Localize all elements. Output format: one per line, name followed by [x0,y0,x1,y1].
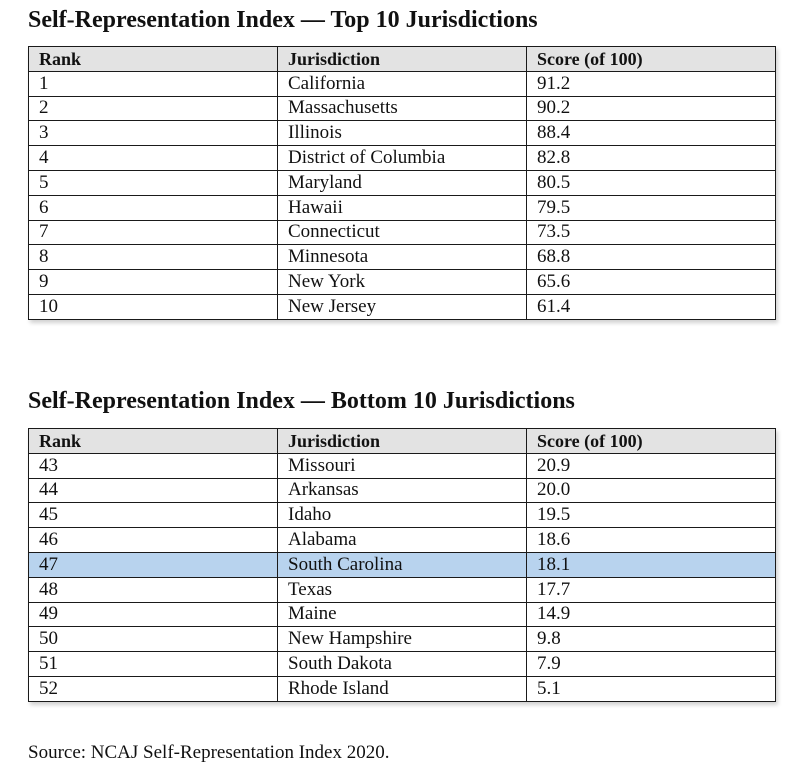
jurisdiction-cell: New York [277,269,527,295]
table-row: 8 Minnesota 68.8 [28,244,776,271]
score-column-header: Score (of 100) [526,428,776,454]
table-row: 3 Illinois 88.4 [28,120,776,147]
rank-column-header: Rank [28,46,278,72]
jurisdiction-cell: Connecticut [277,219,527,246]
rank-cell: 43 [28,452,278,479]
score-cell: 17.7 [526,576,776,603]
table-row: 51 South Dakota 7.9 [28,651,776,677]
table-row: 10 New Jersey 61.4 [28,293,776,320]
score-cell: 88.4 [526,120,776,147]
table-row: 43 Missouri 20.9 [28,452,776,479]
rank-cell: 2 [28,95,278,122]
score-cell: 82.8 [526,145,776,171]
score-cell: 18.1 [526,551,776,578]
jurisdiction-cell: Alabama [277,527,527,553]
source-note: Source: NCAJ Self-Representation Index 2… [28,742,390,763]
top-jurisdictions-table: Rank Jurisdiction Score (of 100) 1 Califo… [28,46,776,320]
score-cell: 18.6 [526,527,776,553]
rank-cell: 44 [28,477,278,504]
top-table-title: Self-Representation Index — Top 10 Juris… [28,7,538,33]
rank-cell: 1 [28,70,278,97]
score-cell: 73.5 [526,219,776,246]
score-column-header: Score (of 100) [526,46,776,72]
jurisdiction-cell: Maryland [277,169,527,196]
jurisdiction-cell: New Jersey [277,293,527,320]
table-header-row: Rank Jurisdiction Score (of 100) [28,46,776,72]
score-cell: 68.8 [526,244,776,271]
score-cell: 19.5 [526,502,776,529]
table-row: 5 Maryland 80.5 [28,169,776,196]
rank-cell: 9 [28,269,278,295]
jurisdiction-cell: Idaho [277,502,527,529]
table-header-row: Rank Jurisdiction Score (of 100) [28,428,776,454]
jurisdiction-cell: Texas [277,576,527,603]
rank-column-header: Rank [28,428,278,454]
jurisdiction-cell: Rhode Island [277,675,527,702]
jurisdiction-cell: South Dakota [277,651,527,677]
table-row: 4 District of Columbia 82.8 [28,145,776,171]
score-cell: 61.4 [526,293,776,320]
jurisdiction-cell: Missouri [277,452,527,479]
jurisdiction-cell: Arkansas [277,477,527,504]
jurisdiction-cell: Massachusetts [277,95,527,122]
table-row: 45 Idaho 19.5 [28,502,776,529]
score-cell: 9.8 [526,626,776,653]
table-row: 2 Massachusetts 90.2 [28,95,776,122]
table-row: 50 New Hampshire 9.8 [28,626,776,653]
rank-cell: 8 [28,244,278,271]
score-cell: 20.0 [526,477,776,504]
score-cell: 91.2 [526,70,776,97]
jurisdiction-cell: Illinois [277,120,527,147]
score-cell: 80.5 [526,169,776,196]
score-cell: 65.6 [526,269,776,295]
jurisdiction-cell: District of Columbia [277,145,527,171]
rank-cell: 4 [28,145,278,171]
table-row: 52 Rhode Island 5.1 [28,675,776,702]
table-row: 49 Maine 14.9 [28,601,776,628]
table-row: 48 Texas 17.7 [28,576,776,603]
jurisdiction-cell: Minnesota [277,244,527,271]
jurisdiction-cell: New Hampshire [277,626,527,653]
score-cell: 20.9 [526,452,776,479]
rank-cell: 47 [28,551,278,578]
table-row: 46 Alabama 18.6 [28,527,776,553]
jurisdiction-cell: South Carolina [277,551,527,578]
rank-cell: 50 [28,626,278,653]
rank-cell: 49 [28,601,278,628]
bottom-table-title: Self-Representation Index — Bottom 10 Ju… [28,388,575,414]
jurisdiction-cell: Hawaii [277,194,527,221]
table-row: 7 Connecticut 73.5 [28,219,776,246]
rank-cell: 5 [28,169,278,196]
rank-cell: 3 [28,120,278,147]
rank-cell: 6 [28,194,278,221]
rank-cell: 45 [28,502,278,529]
jurisdiction-column-header: Jurisdiction [277,46,527,72]
jurisdiction-cell: California [277,70,527,97]
table-row: 9 New York 65.6 [28,269,776,295]
jurisdiction-cell: Maine [277,601,527,628]
rank-cell: 10 [28,293,278,320]
score-cell: 79.5 [526,194,776,221]
bottom-jurisdictions-table: Rank Jurisdiction Score (of 100) 43 Misso… [28,428,776,702]
score-cell: 90.2 [526,95,776,122]
rank-cell: 7 [28,219,278,246]
rank-cell: 52 [28,675,278,702]
jurisdiction-column-header: Jurisdiction [277,428,527,454]
table-row: 47 South Carolina 18.1 [28,551,776,578]
rank-cell: 51 [28,651,278,677]
score-cell: 14.9 [526,601,776,628]
score-cell: 5.1 [526,675,776,702]
table-row: 44 Arkansas 20.0 [28,477,776,504]
rank-cell: 46 [28,527,278,553]
table-row: 1 California 91.2 [28,70,776,97]
rank-cell: 48 [28,576,278,603]
table-row: 6 Hawaii 79.5 [28,194,776,221]
score-cell: 7.9 [526,651,776,677]
